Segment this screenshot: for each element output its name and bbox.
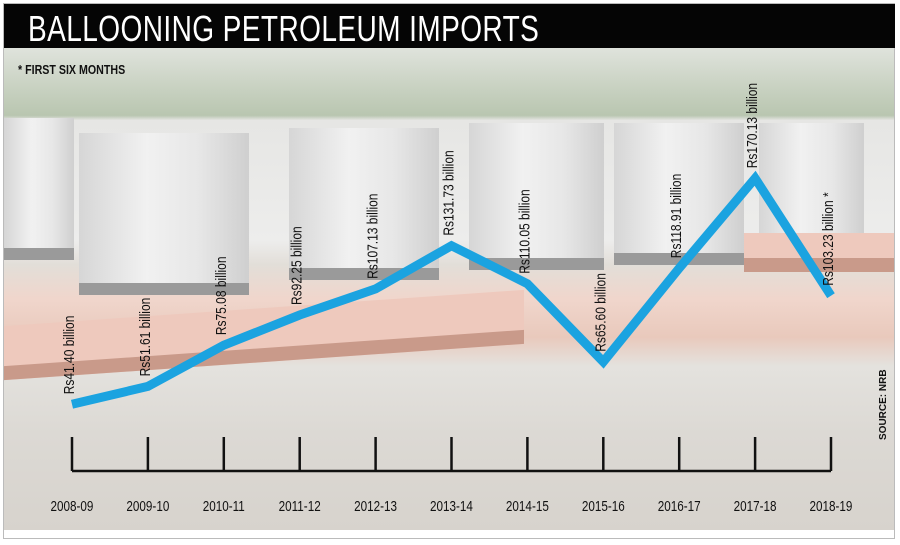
tank-image <box>614 123 744 265</box>
footnote-first-six-months: * FIRST SIX MONTHS <box>18 62 126 77</box>
x-tick-label: 2015-16 <box>582 498 625 515</box>
data-label: Rs75.08 billion <box>213 256 230 335</box>
data-label: Rs92.25 billion <box>288 226 305 305</box>
data-label: Rs103.23 billion * <box>820 192 837 286</box>
tank-image <box>79 133 249 295</box>
tank-image <box>469 123 604 270</box>
frame-border <box>3 3 895 539</box>
data-label: Rs131.73 billion <box>440 150 457 235</box>
data-label: Rs110.05 billion <box>516 189 533 273</box>
x-tick-label: 2016-17 <box>658 498 701 515</box>
x-tick-label: 2011-12 <box>279 498 321 515</box>
data-label: Rs65.60 billion <box>592 273 609 352</box>
x-tick-label: 2009-10 <box>126 498 169 515</box>
x-tick-label: 2018-19 <box>810 498 853 515</box>
x-tick-label: 2008-09 <box>51 498 94 515</box>
data-label: Rs107.13 billion <box>364 194 381 279</box>
data-label: Rs41.40 billion <box>61 316 78 395</box>
tank-image <box>289 128 439 280</box>
background-photo-oil-depot <box>4 48 894 530</box>
tank-image <box>4 118 74 260</box>
shed-roof-image <box>744 233 894 272</box>
chart-title: BALLOONING PETROLEUM IMPORTS <box>28 8 540 49</box>
x-tick-label: 2017-18 <box>734 498 777 515</box>
data-label: Rs118.91 billion <box>668 174 685 258</box>
x-tick-label: 2014-15 <box>506 498 549 515</box>
x-tick-label: 2010-11 <box>203 498 245 515</box>
data-label: Rs170.13 billion <box>744 83 761 168</box>
data-label: Rs51.61 billion <box>137 298 154 377</box>
title-bar: BALLOONING PETROLEUM IMPORTS <box>4 4 895 49</box>
x-tick-label: 2013-14 <box>430 498 473 515</box>
x-tick-label: 2012-13 <box>354 498 397 515</box>
